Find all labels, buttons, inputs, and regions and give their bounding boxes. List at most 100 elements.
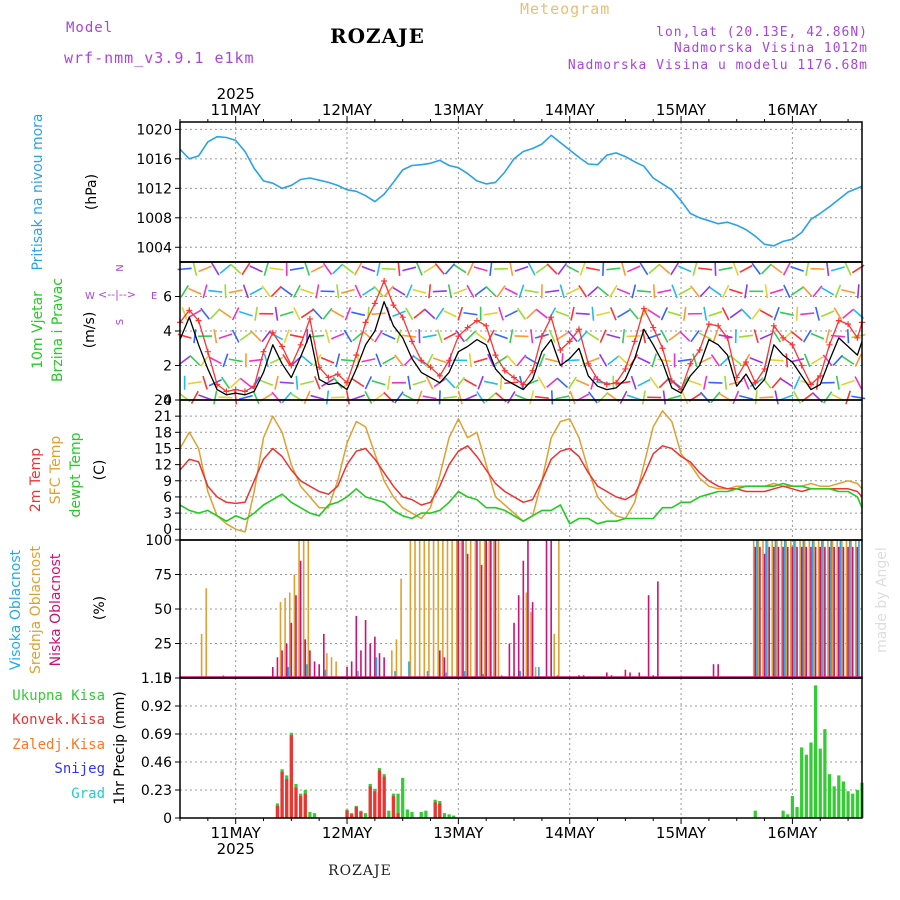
gust-marker bbox=[817, 372, 824, 379]
precip-legend-item: Zaledj.Kisa bbox=[12, 737, 105, 753]
wind-arrow bbox=[313, 375, 321, 390]
precip-bar bbox=[401, 777, 405, 818]
gust-marker bbox=[724, 334, 731, 341]
wind-arrow bbox=[812, 285, 823, 298]
wind-arrow bbox=[351, 378, 365, 388]
wind-arrow bbox=[463, 311, 478, 316]
wind-arrow bbox=[229, 263, 242, 275]
wind-arrow bbox=[703, 306, 708, 321]
precip-bar bbox=[424, 810, 428, 818]
wind-arrow bbox=[198, 265, 212, 273]
precip-frame bbox=[179, 677, 863, 819]
coords-label: lon,lat (20.13E, 42.86N) bbox=[656, 25, 868, 40]
gust-marker bbox=[650, 324, 657, 331]
temp_sfc-line bbox=[179, 410, 863, 533]
precip-bar bbox=[452, 815, 456, 818]
wind-arrow bbox=[468, 353, 473, 368]
wind-arrow bbox=[785, 353, 789, 368]
wind-arrow bbox=[678, 287, 692, 296]
wind-arrow bbox=[187, 380, 202, 385]
wind-arrow bbox=[279, 310, 294, 317]
gust-marker bbox=[418, 357, 425, 364]
wind-arrow bbox=[303, 390, 311, 405]
precip-bar bbox=[447, 814, 451, 818]
gust-marker bbox=[585, 360, 592, 367]
wind-arrow bbox=[362, 330, 375, 342]
y-tick-label: 0 bbox=[163, 811, 172, 827]
day-label-bottom: 11MAY bbox=[211, 824, 262, 842]
wind-arrow bbox=[569, 390, 576, 405]
wind-arrow bbox=[651, 353, 658, 368]
wind-arrow bbox=[538, 353, 546, 368]
y-tick-label: 0 bbox=[163, 522, 172, 538]
wind-arrow bbox=[259, 379, 274, 387]
wind-arrow bbox=[570, 306, 575, 321]
wind-arrow bbox=[443, 310, 457, 318]
wind-arrow bbox=[188, 287, 202, 295]
wind-arrow bbox=[607, 355, 620, 366]
wind-arrow bbox=[728, 288, 743, 295]
wind-arrow bbox=[230, 377, 242, 389]
wind-arrow bbox=[392, 310, 406, 318]
wind-arrow bbox=[667, 394, 682, 401]
wind-arrow bbox=[648, 263, 660, 275]
wind-arrow bbox=[630, 375, 637, 390]
wind-arrow bbox=[402, 334, 417, 338]
wind-arrow bbox=[598, 353, 608, 367]
wind-arrow bbox=[825, 329, 831, 344]
wind-arrow bbox=[300, 288, 315, 295]
wind-arrow bbox=[383, 391, 395, 403]
pressure-line bbox=[179, 134, 863, 247]
wind-arrow bbox=[239, 331, 253, 341]
wind-arrow bbox=[394, 354, 404, 367]
wind-arrow bbox=[412, 288, 427, 294]
precip-bar bbox=[433, 802, 437, 818]
wind-arrow bbox=[509, 261, 514, 276]
gust-marker bbox=[371, 300, 378, 307]
wind-arrow bbox=[534, 395, 549, 399]
wind-arrow bbox=[477, 375, 484, 390]
station-title: ROZAJE bbox=[330, 24, 425, 48]
wind-arrow bbox=[811, 391, 824, 403]
wind-arrow bbox=[835, 375, 840, 390]
wind-arrow bbox=[279, 381, 294, 385]
temp-axis-title-sfc: SFC Temp bbox=[48, 436, 64, 505]
y-tick-label: 4 bbox=[163, 324, 172, 340]
wind-arrow bbox=[597, 391, 609, 403]
gust-marker bbox=[845, 321, 852, 328]
y-tick-label: 6 bbox=[163, 290, 172, 306]
wind-arrow bbox=[331, 309, 345, 318]
wind-arrow bbox=[710, 354, 720, 367]
wind-arrow bbox=[547, 307, 557, 321]
wind-arrow bbox=[466, 284, 475, 298]
gust-marker bbox=[223, 388, 230, 395]
wind-arrow bbox=[494, 333, 508, 340]
wind-arrow bbox=[361, 265, 376, 273]
wind-arrow bbox=[416, 390, 423, 405]
wind-arrow bbox=[790, 265, 804, 272]
wind-arrow bbox=[476, 391, 486, 404]
wind-arrow bbox=[546, 263, 558, 275]
precip-bar bbox=[368, 786, 372, 818]
wind-arrow bbox=[833, 307, 843, 321]
wind-arrow bbox=[289, 334, 304, 339]
wind-arrow bbox=[340, 288, 355, 294]
wind-arrow bbox=[782, 262, 791, 276]
precip-bar bbox=[419, 811, 423, 818]
wind-arrow bbox=[771, 376, 782, 389]
wind-arrow bbox=[474, 331, 487, 341]
wind-arrow bbox=[636, 289, 651, 293]
wind-arrow bbox=[271, 285, 282, 297]
wind-arrow bbox=[304, 262, 311, 276]
day-label-top: 14MAY bbox=[545, 101, 596, 119]
wind-arrow bbox=[224, 284, 227, 299]
wind-arrow bbox=[228, 289, 243, 294]
wind-arrow bbox=[432, 357, 447, 364]
wind-arrow bbox=[274, 375, 279, 390]
wind-arrow bbox=[780, 378, 794, 388]
wind-arrow bbox=[555, 331, 569, 341]
wind-arrow bbox=[647, 333, 662, 340]
wind-arrow bbox=[662, 390, 667, 405]
wind-arrow bbox=[708, 381, 723, 384]
wind-arrow bbox=[351, 311, 366, 317]
